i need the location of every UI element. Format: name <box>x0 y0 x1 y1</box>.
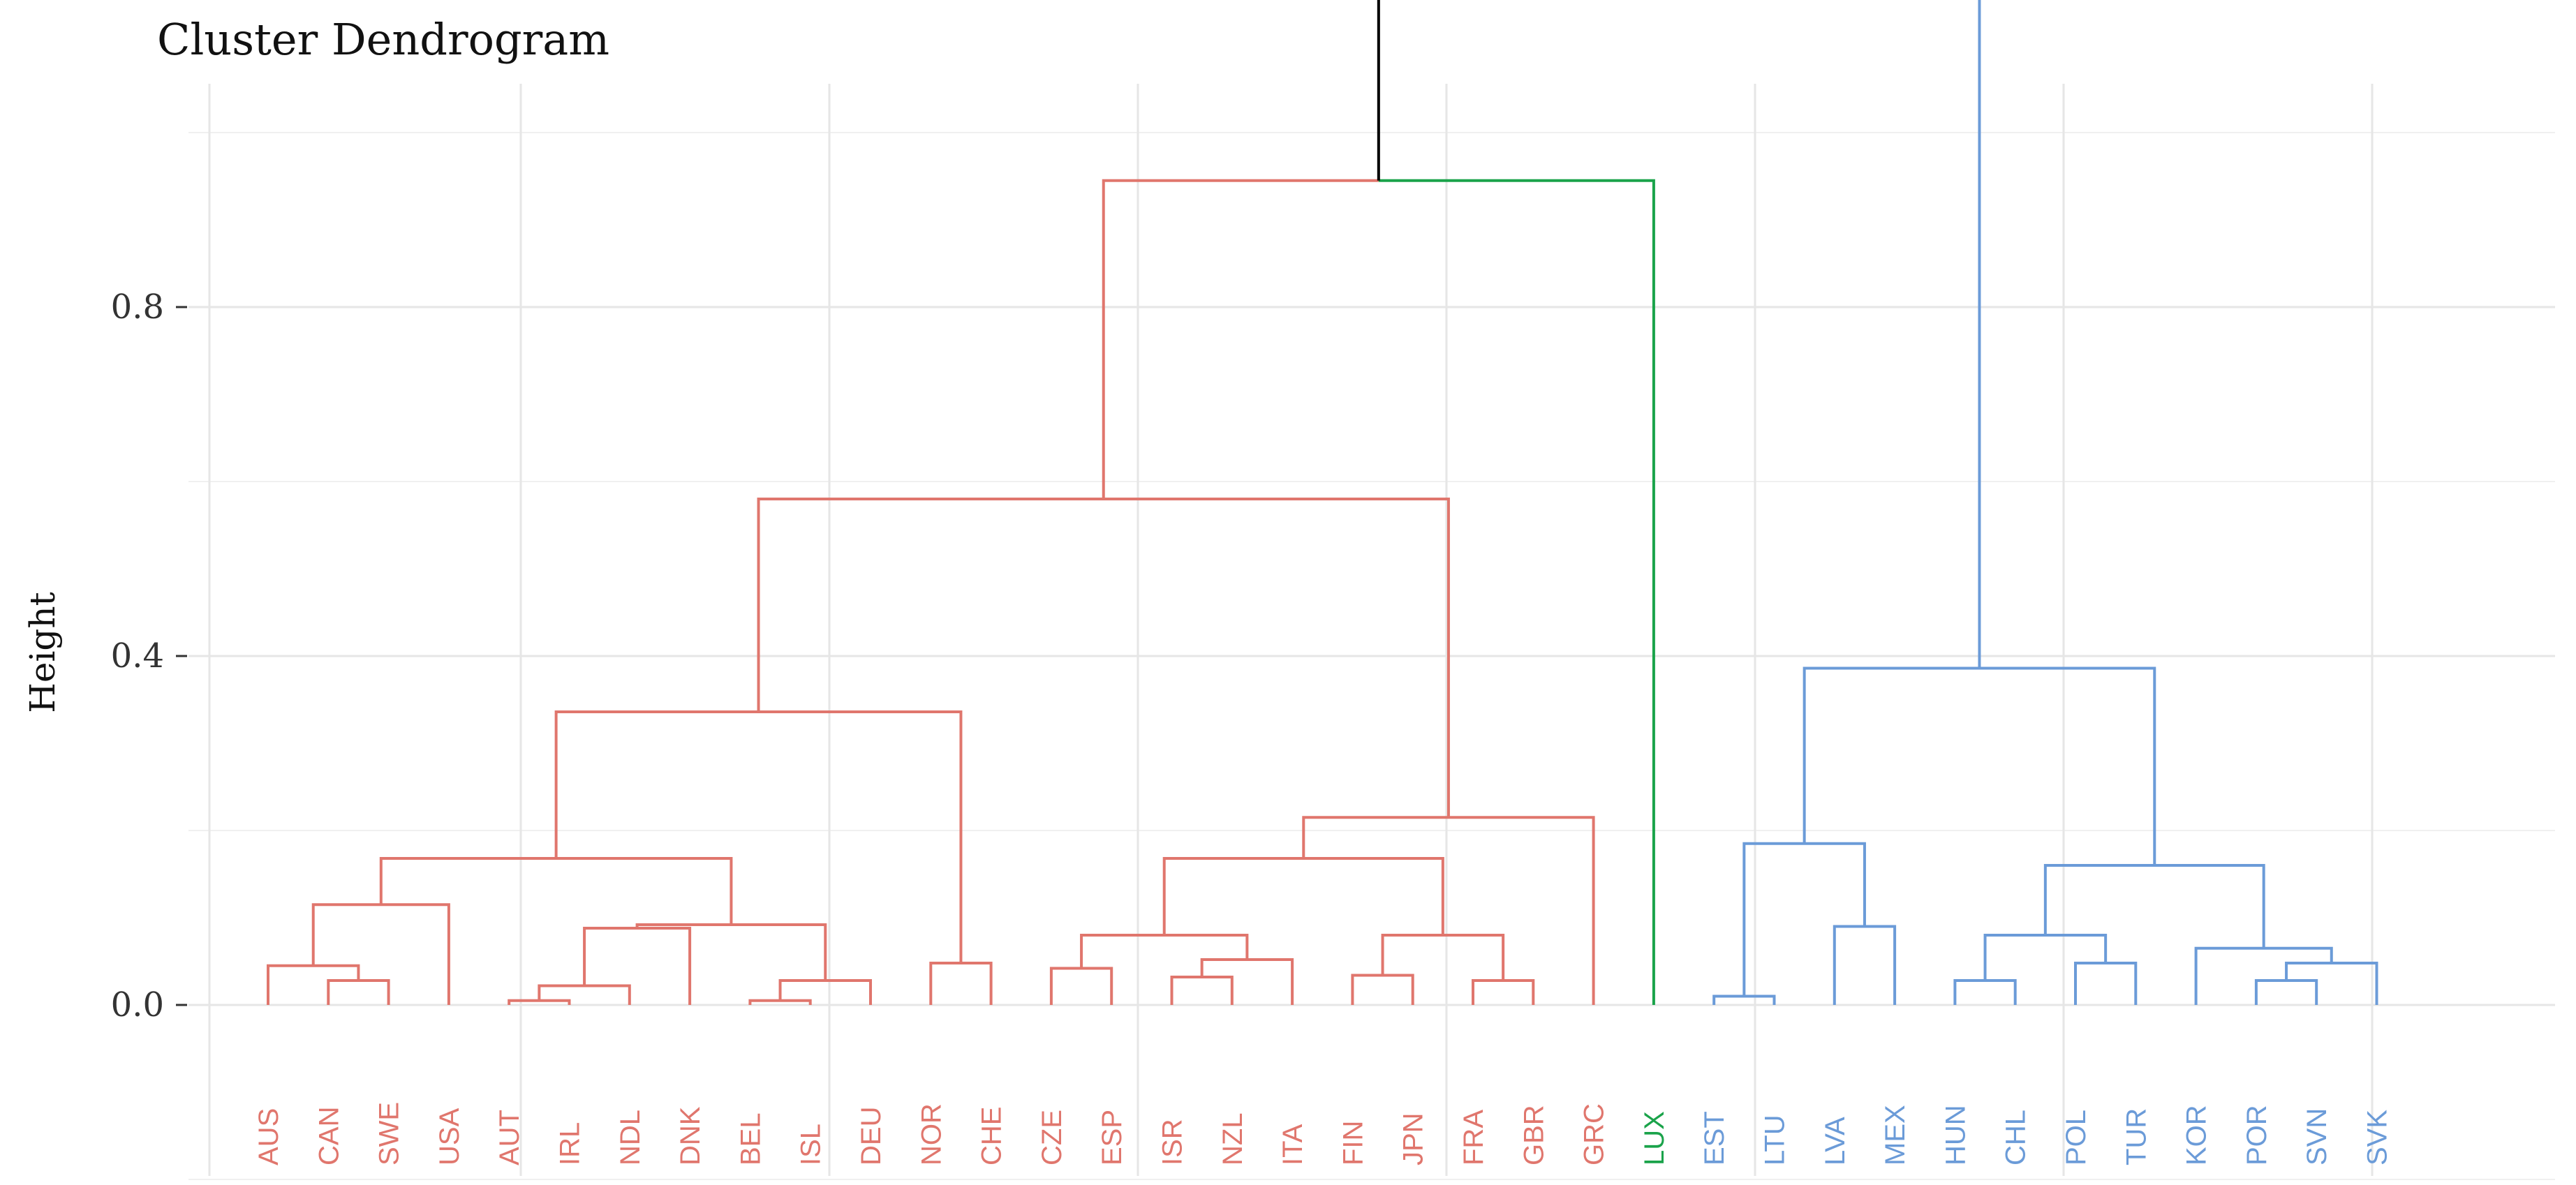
leaf-label-tur: TUR <box>2121 1108 2152 1165</box>
leaf-label-mex: MEX <box>1880 1105 1911 1165</box>
leaf-label-fra: FRA <box>1458 1110 1489 1165</box>
leaf-label-kor: KOR <box>2182 1105 2212 1165</box>
grid-lines <box>188 84 2555 1180</box>
leaf-label-ltu: LTU <box>1760 1115 1791 1165</box>
leaf-label-aus: AUS <box>253 1108 284 1165</box>
link-m35-left <box>1377 0 1380 181</box>
leaf-label-ita: ITA <box>1278 1124 1308 1165</box>
leaf-label-gbr: GBR <box>1518 1105 1549 1165</box>
leaf-label-svn: SVN <box>2302 1108 2332 1165</box>
leaf-label-aut: AUT <box>494 1110 525 1165</box>
leaf-label-jpn: JPN <box>1398 1112 1429 1165</box>
leaf-label-isl: ISL <box>796 1124 827 1165</box>
leaf-label-lva: LVA <box>1820 1117 1851 1165</box>
leaf-label-svk: SVK <box>2362 1110 2393 1165</box>
chart-title: Cluster Dendrogram <box>157 14 609 65</box>
leaf-label-hun: HUN <box>1940 1105 1971 1165</box>
leaf-label-grc: GRC <box>1579 1103 1610 1165</box>
leaf-label-pol: POL <box>2061 1110 2092 1165</box>
leaf-label-est: EST <box>1699 1111 1730 1165</box>
link-m35-right <box>1978 0 1981 669</box>
y-tick-label: 0.4 <box>111 636 164 676</box>
link-m23-left <box>1102 179 1379 499</box>
leaf-labels: AUS CAN SWE USA AUT IRL NDL DNK BEL ISL DEU NOR CHE C… <box>253 1102 2393 1165</box>
y-axis-ticks: 0.00.40.81.2 <box>111 288 187 1024</box>
leaf-label-ndl: NDL <box>615 1110 646 1165</box>
leaf-label-bel: BEL <box>735 1112 766 1165</box>
leaf-label-usa: USA <box>434 1108 465 1165</box>
leaf-label-can: CAN <box>313 1107 344 1165</box>
leaf-label-isr: ISR <box>1157 1119 1188 1165</box>
link-m23-right <box>1378 179 1655 1005</box>
leaf-label-esp: ESP <box>1097 1110 1127 1165</box>
y-tick-label: 0.0 <box>111 985 164 1024</box>
leaf-label-deu: DEU <box>856 1107 887 1165</box>
y-axis-label: Height <box>22 592 63 713</box>
y-tick-label: 0.8 <box>111 288 164 327</box>
leaf-label-chl: CHL <box>2001 1110 2031 1165</box>
dendrogram-links <box>267 0 2378 1005</box>
leaf-label-fin: FIN <box>1338 1121 1368 1165</box>
leaf-label-lux: LUX <box>1639 1111 1670 1165</box>
leaf-label-swe: SWE <box>374 1102 405 1165</box>
leaf-label-che: CHE <box>977 1107 1007 1165</box>
leaf-label-cze: CZE <box>1037 1110 1067 1165</box>
leaf-label-irl: IRL <box>555 1122 586 1165</box>
leaf-label-nor: NOR <box>916 1103 947 1165</box>
leaf-label-dnk: DNK <box>675 1106 706 1165</box>
leaf-label-nzl: NZL <box>1217 1112 1248 1165</box>
leaf-label-por: POR <box>2242 1105 2272 1165</box>
